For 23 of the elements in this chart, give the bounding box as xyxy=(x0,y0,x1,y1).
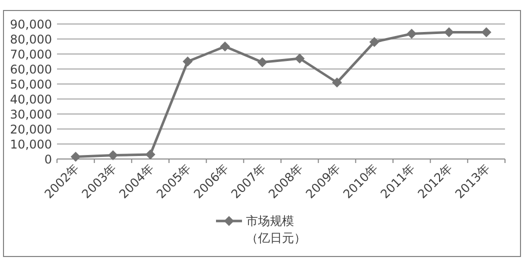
point xyxy=(444,27,454,38)
point xyxy=(406,28,417,39)
point xyxy=(145,150,156,160)
point xyxy=(294,54,305,64)
point xyxy=(108,150,118,160)
y-tick-label: 30,000 xyxy=(10,108,52,122)
y-tick-label: 20,000 xyxy=(10,122,52,136)
point xyxy=(332,78,342,88)
y-tick-label: 80,000 xyxy=(10,32,52,46)
y-tick-label: 10,000 xyxy=(10,138,52,152)
y-tick-label: 90,000 xyxy=(10,18,52,32)
y-tick-label: 60,000 xyxy=(10,62,52,76)
point xyxy=(182,56,193,66)
point xyxy=(369,37,380,47)
point xyxy=(220,42,230,52)
y-tick-label: 40,000 xyxy=(10,92,52,106)
point xyxy=(70,152,81,162)
y-tick-label: 70,000 xyxy=(10,48,52,62)
y-tick-label: 0 xyxy=(44,152,52,166)
y-tick-label: 50,000 xyxy=(10,78,52,92)
point xyxy=(257,57,268,68)
legend-label: 市场规模（亿日元） xyxy=(246,213,307,247)
point xyxy=(481,27,492,38)
